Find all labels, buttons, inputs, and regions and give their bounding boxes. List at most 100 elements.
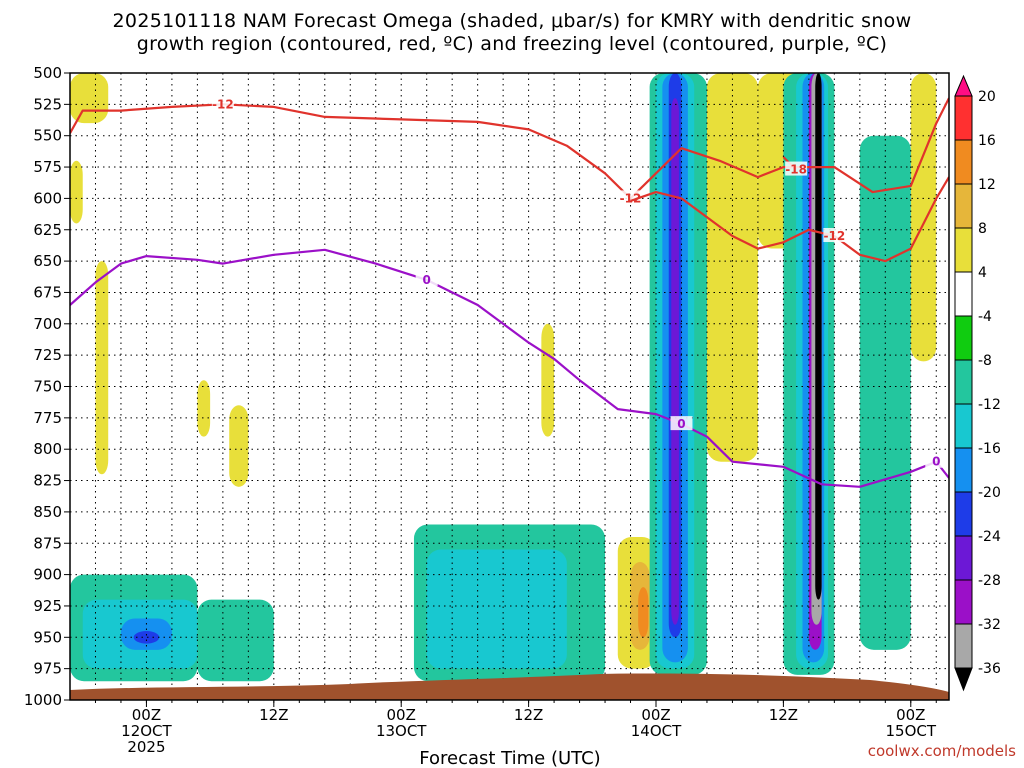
colorbar-top-arrow	[954, 74, 973, 97]
colorbar-label--16: -16	[978, 441, 1001, 457]
omega-region-6	[706, 73, 758, 462]
colorbar-segment-7	[954, 359, 973, 405]
colorbar-segment-5	[954, 271, 973, 317]
colorbar-label--32: -32	[978, 617, 1001, 633]
colorbar-segment-1	[954, 95, 973, 141]
colorbar-label-8: 8	[978, 221, 987, 237]
omega-region-0	[70, 73, 109, 124]
omega-region-19	[426, 549, 567, 669]
y-tick-label-600: 600	[33, 189, 62, 207]
isotherm-minus12-upper-label: -12	[212, 97, 234, 111]
colorbar-segment-8	[954, 403, 973, 449]
contour-layer: -12 -12 -12 -18 0 0 0	[70, 96, 949, 488]
x-tick-label: 15OCT	[886, 722, 937, 740]
y-tick-label-950: 950	[33, 628, 62, 646]
chart-title-line1: 2025101118 NAM Forecast Omega (shaded, μ…	[113, 10, 912, 32]
colorbar-label--36: -36	[978, 661, 1001, 677]
x-tick-label: 12Z	[514, 706, 543, 724]
isotherm-minus12-upper-label-bg	[211, 96, 234, 111]
y-tick-label-500: 500	[33, 64, 62, 82]
isotherm-minus12-upper-label-bg	[619, 190, 642, 205]
y-tick-label-925: 925	[33, 597, 62, 615]
colorbar-label--24: -24	[978, 529, 1001, 545]
y-tick-label-725: 725	[33, 346, 62, 364]
omega-region-27	[671, 98, 679, 625]
y-tick-label-900: 900	[33, 566, 62, 584]
colorbar-bottom-arrow	[954, 667, 973, 692]
colorbar-segment-11	[954, 535, 973, 581]
colorbar-label--12: -12	[978, 397, 1001, 413]
omega-region-11	[638, 587, 649, 638]
x-tick-label: 00Z	[132, 706, 161, 724]
colorbar-label--8: -8	[978, 353, 992, 369]
freezing-level-line-label-bg	[925, 453, 948, 468]
colorbar-segment-3	[954, 183, 973, 229]
y-tick-label-550: 550	[33, 127, 62, 145]
y-tick-label-975: 975	[33, 660, 62, 678]
colorbar-label--4: -4	[978, 309, 992, 325]
freezing-level-line-label-bg	[670, 416, 693, 431]
y-tick-label-700: 700	[33, 315, 62, 333]
isotherm-minus12-lower-label: -12	[824, 229, 846, 243]
colorbar-label-20: 20	[978, 89, 996, 105]
isotherm-minus18-label: -18	[785, 163, 807, 177]
y-tick-label-850: 850	[33, 503, 62, 521]
y-tick-label-575: 575	[33, 158, 62, 176]
y-tick-label-825: 825	[33, 472, 62, 490]
y-tick-label-875: 875	[33, 534, 62, 552]
colorbar-label-12: 12	[978, 177, 996, 193]
y-tick-label-650: 650	[33, 252, 62, 270]
x-tick-label: 13OCT	[376, 722, 427, 740]
omega-region-13	[197, 599, 274, 682]
x-tick-label: 12OCT	[121, 722, 172, 740]
colorbar-segment-2	[954, 139, 973, 185]
isotherm-minus18-label-bg	[785, 161, 808, 176]
colorbar: 20 16 12 8 4 -4 -8 -12 -16 -20 -24 -28 -32 -36	[954, 74, 1001, 692]
freezing-level-line	[70, 248, 949, 488]
colorbar-segment-10	[954, 491, 973, 537]
omega-region-4	[229, 405, 249, 487]
isotherm-minus12-upper-label: -12	[620, 191, 642, 205]
x-tick-label: 2025	[127, 738, 165, 756]
x-axis-title: Forecast Time (UTC)	[419, 748, 600, 768]
x-tick-label: 12Z	[769, 706, 798, 724]
colorbar-label--20: -20	[978, 485, 1001, 501]
y-tick-label-525: 525	[33, 95, 62, 113]
chart-title-line2: growth region (contoured, red, ºC) and f…	[137, 33, 888, 55]
colorbar-segment-13	[954, 623, 973, 669]
y-tick-label-775: 775	[33, 409, 62, 427]
x-tick-label: 00Z	[387, 706, 416, 724]
x-tick-label: 14OCT	[631, 722, 682, 740]
colorbar-label--28: -28	[978, 573, 1001, 589]
isotherm-minus12-upper	[70, 97, 949, 200]
credit-label: coolwx.com/models	[868, 742, 1016, 760]
x-tick-label: 00Z	[896, 706, 925, 724]
freezing-level-line-label-bg	[415, 271, 438, 286]
colorbar-segment-9	[954, 447, 973, 493]
omega-region-1	[95, 261, 109, 475]
freezing-level-line-label: 0	[932, 455, 940, 469]
colorbar-label-4: 4	[978, 265, 987, 281]
y-axis: 500 525 550 575 600 625 650 675 700 725 750 775 800 8…	[24, 64, 70, 709]
y-tick-label-625: 625	[33, 221, 62, 239]
freezing-level-line-label: 0	[677, 417, 685, 431]
colorbar-label-16: 16	[978, 133, 996, 149]
x-tick-label: 00Z	[641, 706, 670, 724]
colorbar-segment-12	[954, 579, 973, 625]
y-tick-label-750: 750	[33, 378, 62, 396]
omega-region-3	[197, 380, 211, 437]
omega-region-30	[815, 73, 822, 600]
omega-region-2	[70, 160, 83, 224]
omega-region-8	[910, 73, 937, 362]
x-tick-label: 12Z	[259, 706, 288, 724]
grid-layer	[70, 73, 949, 700]
y-tick-label-800: 800	[33, 440, 62, 458]
terrain-surface	[70, 673, 949, 700]
colorbar-segment-6	[954, 315, 973, 361]
y-tick-label-1000: 1000	[24, 691, 62, 709]
omega-region-25	[133, 631, 160, 644]
omega-region-5	[541, 323, 555, 437]
omega-shading-layer	[70, 73, 937, 682]
isotherm-minus12-lower-label-bg	[823, 228, 846, 243]
